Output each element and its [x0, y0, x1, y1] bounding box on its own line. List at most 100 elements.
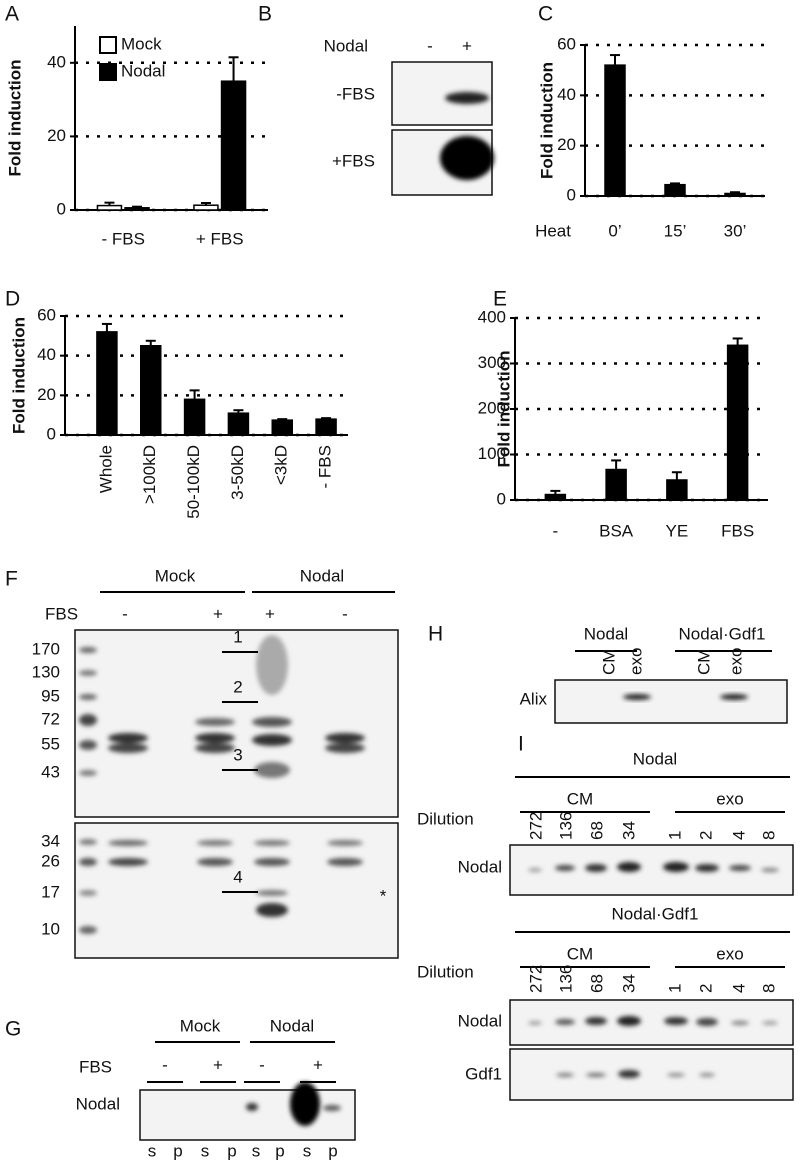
dilution-value: 4: [729, 984, 748, 993]
legend-swatch: [99, 36, 117, 54]
lane-label: +: [313, 1055, 323, 1074]
group-label: exo: [716, 789, 743, 808]
lane-label: +: [213, 1055, 223, 1074]
y-tick-label: 0: [47, 424, 56, 443]
y-tick-label: 300: [478, 353, 506, 372]
blot-i3: [509, 1048, 794, 1101]
bar: [605, 468, 627, 501]
blot-g-bands: [246, 1082, 341, 1126]
blot-label: Nodal: [458, 857, 502, 876]
dilution-value: 8: [759, 984, 778, 993]
y-tick-label: 20: [37, 385, 56, 404]
panel-label: I: [518, 733, 524, 756]
lane-header: Nodal: [324, 36, 368, 55]
band-label: 3: [233, 745, 242, 764]
row-label: FBS: [79, 1057, 112, 1076]
bar: [666, 479, 688, 501]
lane-label: +: [213, 604, 223, 623]
dilution-value: 1: [665, 984, 684, 993]
lane-label: +: [265, 604, 275, 623]
dilution-value: 34: [619, 821, 638, 840]
bar: [726, 344, 749, 501]
bar: [544, 493, 567, 501]
y-tick-label: 400: [478, 307, 506, 326]
lane-label: exo: [626, 648, 645, 675]
x-tick-label: 0’: [608, 221, 621, 240]
x-tick-label: Whole: [96, 445, 115, 493]
blot-i1: [509, 844, 794, 896]
fraction-label: p: [173, 1141, 182, 1160]
dilution-value: 2: [696, 984, 715, 993]
panel-label: A: [5, 3, 19, 26]
lane-label: exo: [726, 648, 745, 675]
fraction-label: p: [275, 1141, 284, 1160]
y-axis-label: Fold induction: [5, 59, 24, 176]
lane-label: -: [342, 604, 348, 623]
y-tick-label: 60: [37, 305, 56, 324]
y-tick-label: 40: [37, 345, 56, 364]
bar: [227, 412, 250, 436]
y-tick-label: 0: [57, 199, 66, 218]
legend-swatch: [99, 63, 117, 81]
dilution-value: 2: [696, 831, 715, 840]
dilution-value: 1: [665, 831, 684, 840]
blot-label: Alix: [520, 689, 548, 708]
dilution-value: 34: [619, 974, 638, 993]
x-axis-label: Heat: [535, 221, 571, 240]
marker-label: 72: [41, 709, 60, 728]
dilution-label: Dilution: [417, 809, 474, 828]
marker-label: 170: [32, 639, 60, 658]
arrows: [222, 651, 258, 893]
panel-label: G: [5, 1018, 21, 1041]
x-tick-label: -: [553, 521, 559, 540]
lane-label: -: [427, 36, 433, 55]
dilution-label: Dilution: [417, 962, 474, 981]
band-label: 4: [233, 867, 242, 886]
dilution-value: 8: [759, 831, 778, 840]
dilution-value: 272: [526, 812, 545, 840]
dilution-value: 4: [729, 831, 748, 840]
x-tick-label: 3-50kD: [228, 445, 247, 500]
band: [440, 136, 494, 180]
legend-label: Nodal: [121, 61, 165, 80]
dilution-value: 136: [556, 965, 575, 993]
band: [623, 694, 651, 700]
dilution-value: 68: [587, 974, 606, 993]
marker-label: 95: [41, 686, 60, 705]
fraction-label: p: [227, 1141, 236, 1160]
fraction-label: s: [252, 1141, 261, 1160]
bar: [124, 207, 150, 211]
lane-label: +: [462, 36, 472, 55]
gel-bands: [79, 635, 365, 934]
y-tick-label: 200: [478, 398, 506, 417]
row-label: FBS: [45, 604, 78, 623]
group-label: Nodal·Gdf1: [612, 904, 699, 923]
x-tick-label: YE: [666, 521, 689, 540]
y-tick-label: 20: [557, 135, 576, 154]
band: [445, 92, 489, 104]
gel-upper: [74, 629, 399, 818]
marker-label: 130: [32, 662, 60, 681]
blot-g: [139, 1089, 356, 1141]
group-label: Nodal: [633, 749, 677, 768]
bar: [183, 398, 206, 436]
bar: [96, 331, 118, 436]
fraction-label: s: [148, 1141, 157, 1160]
x-tick-label: >100kD: [140, 445, 159, 504]
x-tick-label: BSA: [599, 521, 634, 540]
group-label: Mock: [180, 1016, 221, 1035]
row-label: -FBS: [336, 84, 375, 103]
group-label: CM: [567, 944, 593, 963]
blot-label: Gdf1: [465, 1064, 502, 1083]
fraction-label: s: [303, 1141, 312, 1160]
x-tick-label: <3kD: [272, 445, 291, 485]
bar: [271, 419, 293, 436]
marker-label: 26: [41, 851, 60, 870]
y-axis-label: Fold induction: [537, 62, 556, 179]
panel-label: E: [493, 288, 507, 311]
fraction-label: p: [328, 1141, 337, 1160]
y-tick-label: 0: [497, 489, 506, 508]
row-label: +FBS: [332, 151, 375, 170]
x-tick-label: - FBS: [316, 445, 335, 488]
